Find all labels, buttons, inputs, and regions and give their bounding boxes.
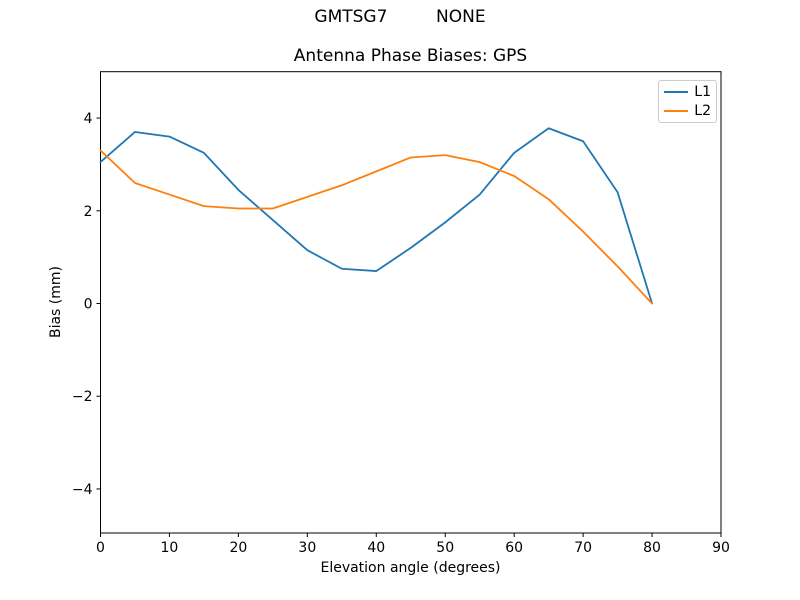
y-tick-label: −4 — [72, 482, 93, 498]
plot-border — [100, 71, 722, 534]
series-line-l1 — [99, 127, 653, 305]
legend-label-l2: L2 — [694, 102, 711, 119]
legend-line-sample-l2 — [664, 109, 689, 112]
x-tick-label: 30 — [298, 540, 316, 556]
legend-item-l1: L1 — [664, 83, 711, 102]
x-axis-label: Elevation angle (degrees) — [320, 560, 501, 576]
x-tick-label: 50 — [436, 540, 454, 556]
x-tick-label: 70 — [574, 540, 592, 556]
figure-suptitle: GMTSG7 NONE — [314, 7, 486, 27]
y-tick-label: 2 — [84, 204, 93, 220]
chart-title: Antenna Phase Biases: GPS — [293, 46, 528, 66]
x-tick-label: 20 — [229, 540, 247, 556]
legend-label-l1: L1 — [694, 84, 711, 101]
series-line-l2 — [99, 149, 653, 305]
y-tick-label: 4 — [84, 111, 93, 127]
legend-line-sample-l1 — [664, 91, 689, 94]
y-axis-label: Bias (mm) — [48, 265, 64, 339]
y-tick-label: 0 — [84, 297, 93, 313]
x-tick-label: 60 — [505, 540, 523, 556]
x-tick-label: 40 — [367, 540, 385, 556]
x-tick-label: 10 — [161, 540, 179, 556]
legend-item-l2: L2 — [664, 102, 711, 121]
x-tick-label: 0 — [96, 540, 105, 556]
y-tick-label: −2 — [72, 389, 93, 405]
x-tick-label: 80 — [643, 540, 661, 556]
legend: L1 L2 — [658, 80, 717, 123]
x-tick-label: 90 — [712, 540, 730, 556]
